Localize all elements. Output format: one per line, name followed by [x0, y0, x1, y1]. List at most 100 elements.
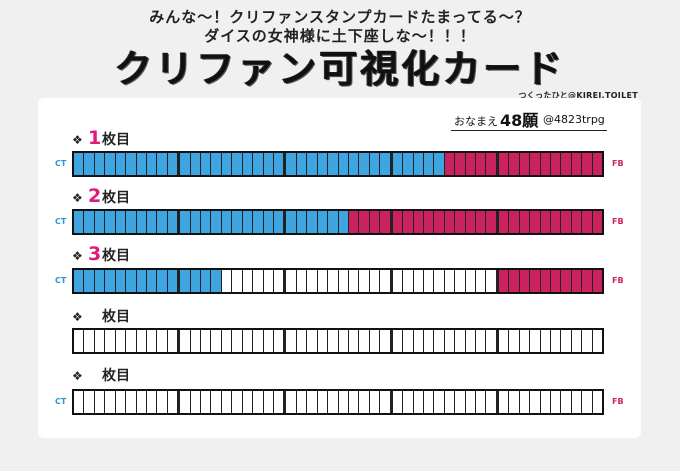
stamp-cell[interactable] [105, 153, 116, 175]
stamp-cell[interactable] [274, 391, 287, 413]
stamp-cell[interactable] [94, 153, 106, 175]
stamp-cell[interactable] [201, 270, 212, 292]
stamp-cell[interactable] [509, 391, 520, 413]
stamp-cell[interactable] [201, 211, 212, 233]
stamp-cell[interactable] [519, 211, 531, 233]
stamp-cell[interactable] [222, 270, 233, 292]
stamp-cell[interactable] [561, 153, 572, 175]
stamp-cell[interactable] [253, 211, 264, 233]
stamp-cell[interactable] [403, 330, 414, 352]
stamp-cell[interactable] [593, 330, 602, 352]
stamp-cell[interactable] [201, 153, 212, 175]
stamp-cell[interactable] [498, 211, 510, 233]
stamp-cell[interactable] [393, 330, 404, 352]
stamp-cell[interactable] [211, 211, 222, 233]
stamp-cell[interactable] [359, 211, 370, 233]
stamp-cell[interactable] [380, 211, 393, 233]
stamp-cell[interactable] [444, 153, 456, 175]
stamp-cell[interactable] [74, 330, 85, 352]
stamp-cell[interactable] [253, 153, 264, 175]
stamp-cell[interactable] [232, 330, 243, 352]
stamp-cell[interactable] [424, 330, 435, 352]
stamp-cell[interactable] [359, 270, 370, 292]
stamp-cell[interactable] [414, 330, 424, 352]
stamp-cell[interactable] [530, 153, 541, 175]
stamp-cell[interactable] [74, 153, 85, 175]
stamp-cell[interactable] [84, 330, 95, 352]
stamp-cell[interactable] [403, 270, 414, 292]
stamp-cell[interactable] [445, 391, 456, 413]
stamp-cell[interactable] [519, 153, 531, 175]
stamp-cell[interactable] [157, 391, 168, 413]
stamp-cell[interactable] [318, 330, 329, 352]
stamp-cell[interactable] [297, 391, 308, 413]
stamp-cell[interactable] [486, 270, 499, 292]
stamp-cell[interactable] [392, 211, 404, 233]
stamp-cell[interactable] [445, 330, 456, 352]
stamp-cell[interactable] [74, 270, 85, 292]
stamp-cell[interactable] [465, 211, 477, 233]
stamp-cell[interactable] [191, 391, 202, 413]
stamp-cell[interactable] [105, 270, 116, 292]
stamp-cell[interactable] [263, 211, 275, 233]
stamp-cell[interactable] [466, 270, 477, 292]
stamp-cell[interactable] [551, 330, 562, 352]
stamp-cell[interactable] [307, 211, 318, 233]
stamp-cell[interactable] [498, 270, 510, 292]
stamp-cell[interactable] [498, 153, 510, 175]
stamp-cell[interactable] [380, 391, 393, 413]
stamp-cell[interactable] [434, 270, 445, 292]
stamp-cell[interactable] [307, 391, 318, 413]
stamp-cell[interactable] [157, 330, 168, 352]
stamp-cell[interactable] [74, 391, 85, 413]
stamp-cell[interactable] [221, 211, 233, 233]
stamp-cell[interactable] [455, 330, 466, 352]
stamp-cell[interactable] [136, 153, 147, 175]
stamp-cell[interactable] [296, 153, 308, 175]
stamp-cell[interactable] [509, 270, 520, 292]
stamp-cell[interactable] [359, 391, 370, 413]
stamp-cell[interactable] [520, 330, 531, 352]
stamp-cell[interactable] [94, 270, 106, 292]
stamp-cell[interactable] [380, 153, 393, 175]
stamp-cell[interactable] [541, 391, 551, 413]
stamp-cell[interactable] [264, 391, 275, 413]
stamp-cell[interactable] [168, 391, 181, 413]
stamp-cell[interactable] [105, 211, 116, 233]
stamp-cell[interactable] [264, 270, 275, 292]
stamp-cell[interactable] [582, 153, 593, 175]
stamp-cell[interactable] [222, 391, 233, 413]
stamp-cell[interactable] [445, 270, 456, 292]
stamp-cell[interactable] [413, 211, 424, 233]
stamp-cell[interactable] [561, 270, 572, 292]
stamp-cell[interactable] [232, 391, 243, 413]
name-box[interactable]: おなまえ 48願 @4823trpg [451, 108, 607, 131]
stamp-cell[interactable] [403, 391, 414, 413]
stamp-cell[interactable] [274, 211, 287, 233]
stamp-cell[interactable] [571, 270, 583, 292]
stamp-cell[interactable] [486, 211, 499, 233]
stamp-cell[interactable] [307, 153, 318, 175]
stamp-cell[interactable] [105, 330, 116, 352]
stamp-cell[interactable] [403, 153, 414, 175]
stamp-cell[interactable] [572, 330, 583, 352]
stamp-cell[interactable] [455, 270, 466, 292]
stamp-cell[interactable] [455, 211, 466, 233]
stamp-cell[interactable] [540, 270, 551, 292]
stamp-cell[interactable] [455, 153, 466, 175]
stamp-cell[interactable] [339, 270, 349, 292]
stamp-cell[interactable] [571, 211, 583, 233]
stamp-cell[interactable] [180, 270, 191, 292]
stamp-cell[interactable] [414, 391, 424, 413]
stamp-cell[interactable] [84, 391, 95, 413]
stamp-cell[interactable] [530, 391, 541, 413]
stamp-cell[interactable] [307, 270, 318, 292]
stamp-cell[interactable] [466, 391, 477, 413]
stamp-cell[interactable] [349, 270, 360, 292]
stamp-cell[interactable] [465, 153, 477, 175]
stamp-cell[interactable] [126, 153, 137, 175]
stamp-cell[interactable] [338, 211, 349, 233]
stamp-cell[interactable] [370, 270, 381, 292]
stamp-cell[interactable] [541, 330, 551, 352]
stamp-cell[interactable] [115, 211, 127, 233]
